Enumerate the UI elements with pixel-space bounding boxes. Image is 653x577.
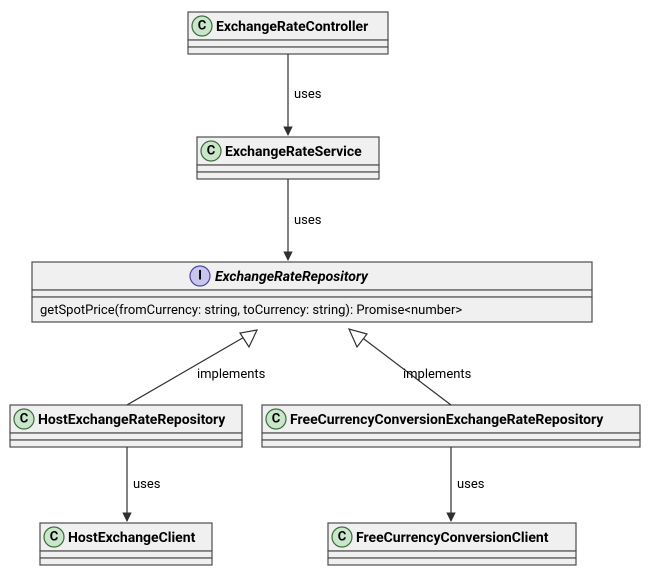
svg-text:C: C: [272, 412, 281, 427]
edge-implements-hostrepo: implements: [127, 330, 266, 405]
class-title-free-client: FreeCurrencyConversionClient: [356, 530, 549, 546]
class-title-controller: ExchangeRateController: [216, 19, 368, 35]
class-title-service: ExchangeRateService: [225, 144, 362, 160]
edge-label-e3: implements: [197, 367, 266, 382]
edge-implements-freerepo: implements: [349, 329, 472, 405]
class-node-host-client: C HostExchangeClient: [40, 523, 212, 565]
class-node-free-client: C FreeCurrencyConversionClient: [328, 523, 576, 565]
class-node-free-repo: C FreeCurrencyConversionExchangeRateRepo…: [262, 405, 640, 447]
class-node-service: C ExchangeRateService: [197, 137, 379, 179]
class-title-free-repo: FreeCurrencyConversionExchangeRateReposi…: [290, 412, 604, 428]
class-node-host-repo: C HostExchangeRateRepository: [10, 405, 242, 447]
edge-label-e2: uses: [294, 213, 322, 228]
svg-text:C: C: [20, 412, 29, 427]
svg-text:C: C: [50, 530, 59, 545]
interface-title-repository: ExchangeRateRepository: [215, 269, 369, 285]
interface-node-repository: I ExchangeRateRepository getSpotPrice(fr…: [32, 262, 592, 322]
svg-text:C: C: [207, 144, 216, 159]
class-node-controller: C ExchangeRateController: [188, 12, 388, 54]
edge-label-e6: uses: [457, 477, 485, 492]
interface-method-repository: getSpotPrice(fromCurrency: string, toCur…: [40, 303, 462, 318]
edge-label-e4: implements: [403, 367, 472, 382]
svg-text:C: C: [198, 19, 207, 34]
class-title-host-repo: HostExchangeRateRepository: [38, 412, 226, 428]
class-title-host-client: HostExchangeClient: [68, 530, 196, 546]
edge-label-e1: uses: [294, 87, 322, 102]
svg-text:I: I: [198, 269, 202, 284]
edge-label-e5: uses: [133, 477, 161, 492]
uml-class-diagram: C ExchangeRateController C ExchangeRateS…: [0, 0, 653, 577]
svg-text:C: C: [338, 530, 347, 545]
